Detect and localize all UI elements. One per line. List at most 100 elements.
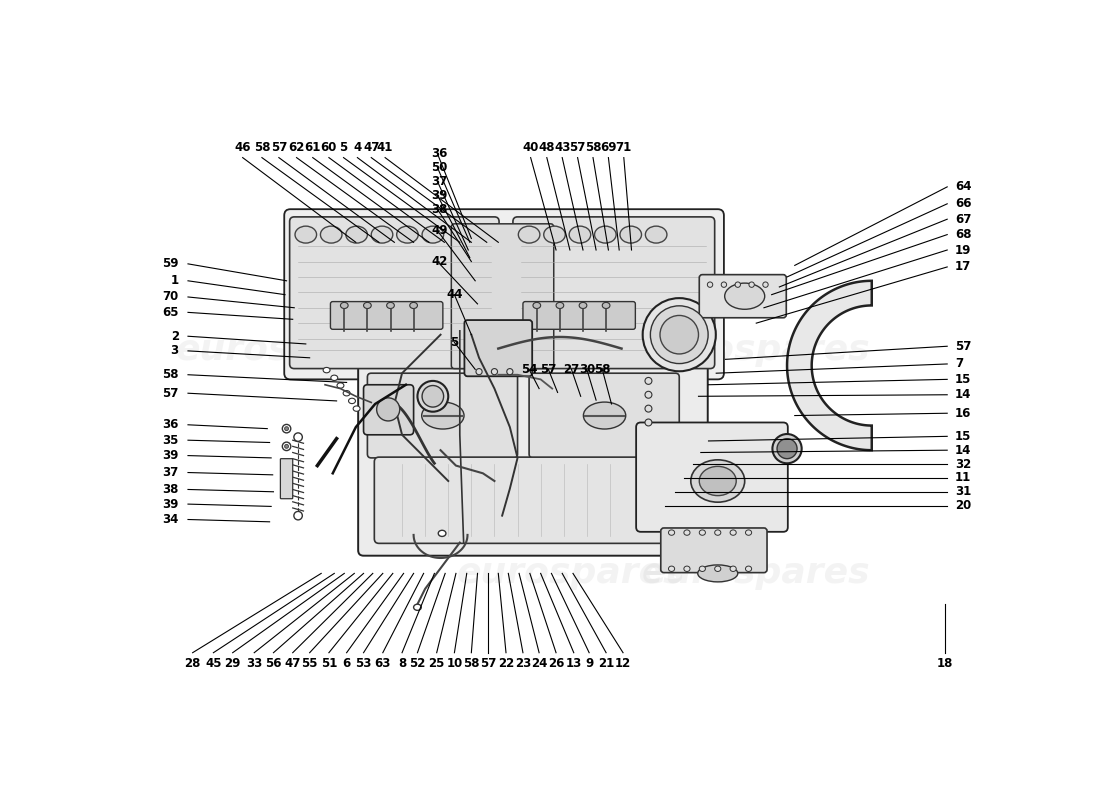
- Text: 15: 15: [955, 430, 971, 443]
- FancyBboxPatch shape: [289, 217, 499, 369]
- Text: 70: 70: [163, 290, 178, 303]
- Ellipse shape: [323, 367, 330, 373]
- Text: 5: 5: [340, 141, 348, 154]
- Text: 57: 57: [955, 340, 971, 353]
- Ellipse shape: [700, 530, 705, 535]
- Text: 28: 28: [185, 657, 201, 670]
- Ellipse shape: [594, 226, 616, 243]
- Text: 37: 37: [431, 175, 448, 188]
- Text: 36: 36: [163, 418, 178, 431]
- Text: 30: 30: [579, 363, 595, 376]
- Text: 56: 56: [265, 657, 282, 670]
- Ellipse shape: [715, 566, 720, 571]
- Text: 47: 47: [285, 657, 301, 670]
- FancyBboxPatch shape: [284, 209, 724, 379]
- Ellipse shape: [414, 604, 421, 610]
- Text: 71: 71: [616, 141, 631, 154]
- Ellipse shape: [294, 511, 302, 520]
- Ellipse shape: [557, 302, 564, 309]
- Ellipse shape: [669, 566, 674, 571]
- Text: 39: 39: [163, 449, 178, 462]
- Text: 59: 59: [163, 258, 178, 270]
- Text: 4: 4: [353, 141, 362, 154]
- Text: 6: 6: [342, 657, 351, 670]
- Ellipse shape: [349, 398, 355, 404]
- Ellipse shape: [438, 530, 446, 537]
- Ellipse shape: [645, 378, 652, 384]
- Ellipse shape: [507, 369, 513, 374]
- Text: 23: 23: [515, 657, 531, 670]
- Text: 8: 8: [398, 657, 406, 670]
- Text: 51: 51: [321, 657, 337, 670]
- Text: 58: 58: [594, 363, 610, 376]
- Text: 2: 2: [170, 330, 178, 342]
- Text: 37: 37: [163, 466, 178, 479]
- Text: 53: 53: [355, 657, 372, 670]
- Text: 32: 32: [955, 458, 971, 470]
- Text: 25: 25: [429, 657, 444, 670]
- Text: 54: 54: [521, 363, 538, 376]
- Text: 40: 40: [522, 141, 539, 154]
- Text: 64: 64: [955, 180, 971, 194]
- Ellipse shape: [397, 226, 418, 243]
- Text: 58: 58: [163, 368, 178, 382]
- Text: 18: 18: [937, 657, 953, 670]
- Text: 29: 29: [224, 657, 241, 670]
- Polygon shape: [788, 281, 871, 450]
- Ellipse shape: [492, 369, 497, 374]
- Text: 12: 12: [615, 657, 631, 670]
- Text: 46: 46: [234, 141, 251, 154]
- Text: 34: 34: [163, 513, 178, 526]
- Ellipse shape: [735, 282, 740, 287]
- Text: 62: 62: [288, 141, 305, 154]
- Text: 57: 57: [540, 363, 557, 376]
- Text: 3: 3: [170, 344, 178, 358]
- Ellipse shape: [345, 226, 367, 243]
- Text: 55: 55: [301, 657, 318, 670]
- FancyBboxPatch shape: [529, 373, 680, 458]
- Ellipse shape: [579, 302, 587, 309]
- Text: 38: 38: [163, 483, 178, 496]
- Ellipse shape: [331, 375, 338, 381]
- Ellipse shape: [646, 226, 667, 243]
- Ellipse shape: [422, 386, 443, 407]
- Ellipse shape: [650, 306, 708, 363]
- Ellipse shape: [283, 425, 290, 433]
- Ellipse shape: [645, 405, 652, 412]
- Ellipse shape: [700, 466, 736, 496]
- Ellipse shape: [603, 302, 609, 309]
- Text: 47: 47: [363, 141, 379, 154]
- Ellipse shape: [569, 226, 591, 243]
- Text: 57: 57: [480, 657, 496, 670]
- Text: 15: 15: [955, 373, 971, 386]
- Text: 19: 19: [955, 243, 971, 257]
- Text: 68: 68: [955, 228, 971, 241]
- Text: 13: 13: [565, 657, 582, 670]
- Text: 24: 24: [531, 657, 548, 670]
- Text: 60: 60: [321, 141, 337, 154]
- Text: 52: 52: [409, 657, 426, 670]
- Text: 36: 36: [431, 147, 448, 160]
- Ellipse shape: [684, 530, 690, 535]
- Text: 35: 35: [163, 434, 178, 446]
- Text: eurospares: eurospares: [458, 557, 685, 590]
- Text: 9: 9: [585, 657, 593, 670]
- Text: 49: 49: [431, 224, 448, 238]
- Ellipse shape: [409, 302, 418, 309]
- Ellipse shape: [285, 426, 288, 430]
- Text: 57: 57: [163, 386, 178, 400]
- Text: 69: 69: [601, 141, 617, 154]
- FancyBboxPatch shape: [522, 302, 636, 330]
- Text: 20: 20: [955, 499, 971, 512]
- Ellipse shape: [777, 438, 797, 458]
- Text: 58: 58: [254, 141, 271, 154]
- Ellipse shape: [543, 226, 565, 243]
- Text: 41: 41: [377, 141, 394, 154]
- Ellipse shape: [341, 302, 349, 309]
- Text: 31: 31: [955, 486, 971, 498]
- Ellipse shape: [376, 398, 399, 421]
- Text: 11: 11: [955, 471, 971, 485]
- Ellipse shape: [620, 226, 641, 243]
- Ellipse shape: [295, 226, 317, 243]
- Ellipse shape: [684, 566, 690, 571]
